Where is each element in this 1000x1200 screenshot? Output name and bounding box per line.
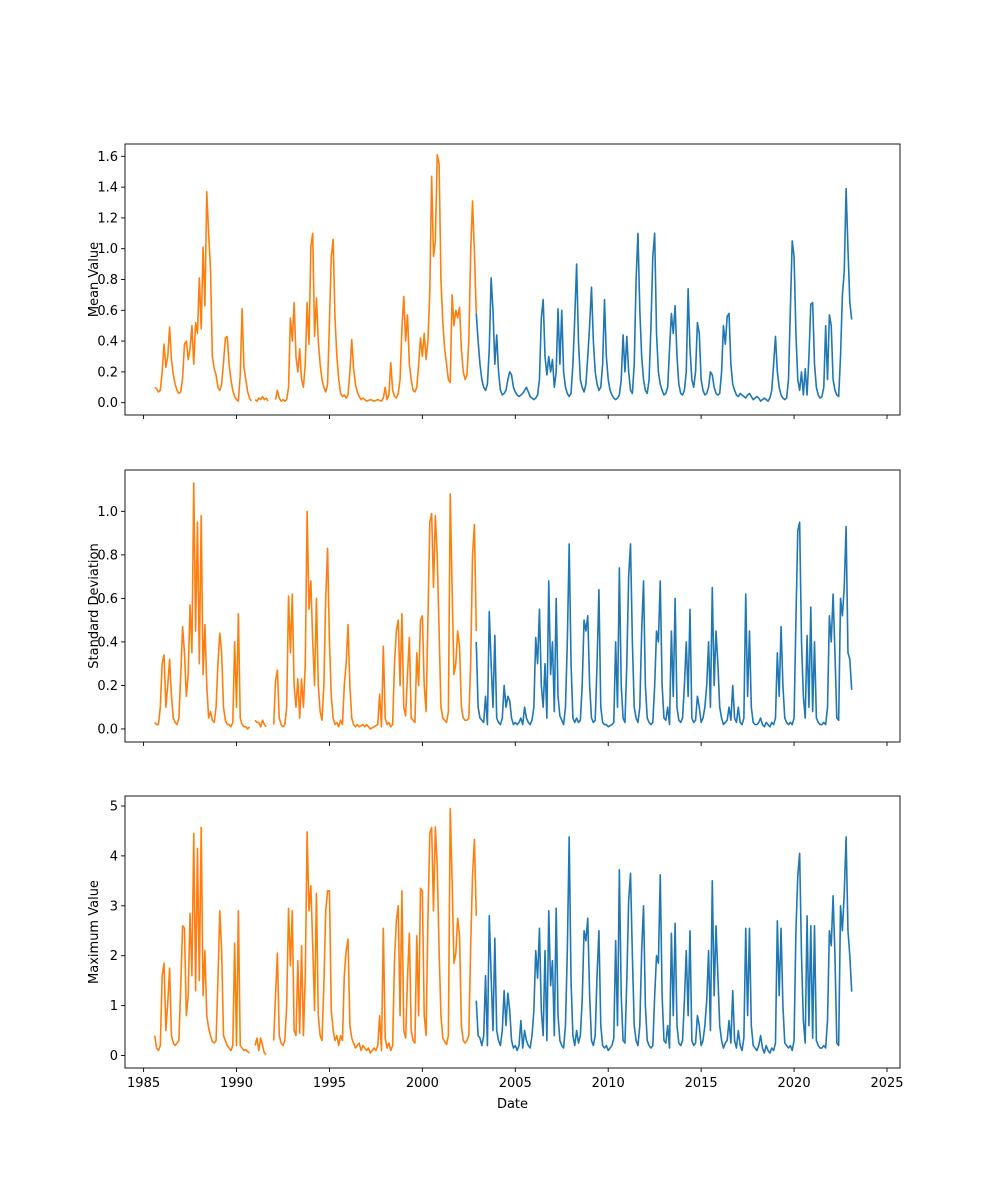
- subplot-2: 0.0 0.2 0.4 0.6 0.8 1.0 Standard Deviation: [87, 469, 901, 746]
- y-tick-label: 0.6: [97, 592, 118, 607]
- series-line-1-segment-2: [254, 395, 269, 402]
- series-line-2-segment-1: [475, 836, 853, 1054]
- series-line-1-segment-3: [272, 493, 478, 730]
- y-tick-label: 1: [110, 999, 118, 1014]
- y-tick-label: 1.4: [97, 181, 118, 196]
- series-line-1-segment-1: [154, 190, 253, 402]
- x-tick-label: 2010: [592, 1076, 625, 1091]
- y-tick-label: 1.2: [97, 211, 118, 226]
- axes-frame: [124, 469, 901, 743]
- axes-frame: [124, 143, 901, 416]
- series-line-1-segment-3: [272, 807, 478, 1054]
- series-line-1-segment-2: [254, 719, 267, 728]
- y-tick-label: 1.0: [97, 242, 118, 257]
- y-tick-label: 3: [110, 899, 118, 914]
- x-tick-label: 1985: [127, 1076, 160, 1091]
- x-axis-label: Date: [497, 1097, 528, 1112]
- y-tick-label: 0.4: [97, 335, 118, 350]
- y-tick-label: 0.8: [97, 273, 118, 288]
- y-tick-label: 1.0: [97, 505, 118, 520]
- y-axis-label: Maximum Value: [87, 880, 102, 984]
- y-tick-label: 1.6: [97, 150, 118, 165]
- y-tick-label: 0: [110, 1049, 118, 1064]
- y-tick-label: 2: [110, 949, 118, 964]
- y-tick-label: 4: [110, 849, 118, 864]
- y-axis-label: Mean Value: [87, 242, 102, 317]
- subplot-1: 0.0 0.2 0.4 0.6 0.8 1.0 1.2 1.4 1.6 Mean Value: [87, 143, 901, 419]
- y-tick-label: 0.6: [97, 304, 118, 319]
- y-tick-label: 0.0: [97, 722, 118, 737]
- series-line-2-segment-1: [475, 521, 853, 728]
- subplot-3: 0 1 2 3 4 5 1985 1990 1995 2000 2005 2010 2015 2020 20…: [87, 795, 904, 1112]
- y-tick-label: 0.2: [97, 679, 118, 694]
- y-tick-label: 0.4: [97, 635, 118, 650]
- y-tick-label: 5: [110, 799, 118, 814]
- series-line-1-segment-2: [254, 1037, 267, 1056]
- series-line-1-segment-1: [154, 482, 251, 730]
- y-axis-label: Standard Deviation: [87, 543, 102, 668]
- y-tick-label: 0.0: [97, 396, 118, 411]
- series-line-1-segment-1: [153, 826, 251, 1054]
- x-tick-label: 1990: [220, 1076, 253, 1091]
- x-tick-label: 1995: [313, 1076, 346, 1091]
- x-tick-label: 2000: [406, 1076, 439, 1091]
- series-line-2-segment-1: [475, 187, 853, 402]
- axes-frame: [124, 795, 901, 1069]
- x-tick-label: 2025: [870, 1076, 903, 1091]
- y-tick-label: 0.8: [97, 548, 118, 563]
- y-tick-label: 0.2: [97, 365, 118, 380]
- x-tick-label: 2005: [499, 1076, 532, 1091]
- x-tick-label: 2015: [685, 1076, 718, 1091]
- x-tick-label: 2020: [778, 1076, 811, 1091]
- series-line-1-segment-3: [274, 153, 478, 402]
